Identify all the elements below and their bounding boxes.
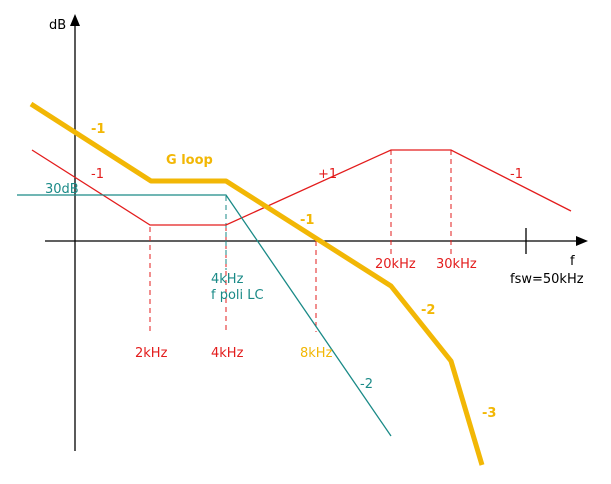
plant-curve: [17, 194, 392, 437]
axes: [45, 14, 588, 451]
gloop-slope-mid: -1: [300, 213, 314, 228]
x-axis-label: f: [570, 254, 575, 269]
gloop-name: G loop: [166, 153, 213, 168]
frequency-markers: [149, 150, 452, 332]
y-axis-label: dB: [49, 18, 66, 33]
gloop-curve: [29, 101, 485, 466]
plant-corner-line2: f poli LC: [211, 288, 264, 303]
x-axis-arrow: [576, 236, 588, 246]
comp-slope-start: -1: [91, 167, 104, 182]
freq-label-30khz: 30kHz: [436, 257, 477, 272]
freq-label-2khz: 2kHz: [135, 346, 168, 361]
gloop-slope-start: -1: [91, 122, 105, 137]
plant-corner-line1: 4kHz: [211, 272, 244, 287]
comp-slope-end: -1: [510, 167, 523, 182]
freq-label-20khz: 20kHz: [375, 257, 416, 272]
freq-label-8khz: 8kHz: [300, 346, 333, 361]
plant-slope: -2: [360, 377, 373, 392]
compensator-curve: [31, 149, 572, 226]
freq-label-4khz: 4kHz: [211, 346, 244, 361]
gloop-slope-end: -3: [482, 406, 496, 421]
gloop-slope-after-20k: -2: [421, 303, 435, 318]
fsw-label: fsw=50kHz: [510, 272, 584, 287]
comp-slope-rise: +1: [318, 167, 337, 182]
y-axis-arrow: [70, 14, 80, 26]
plant-level: 30dB: [45, 182, 79, 197]
